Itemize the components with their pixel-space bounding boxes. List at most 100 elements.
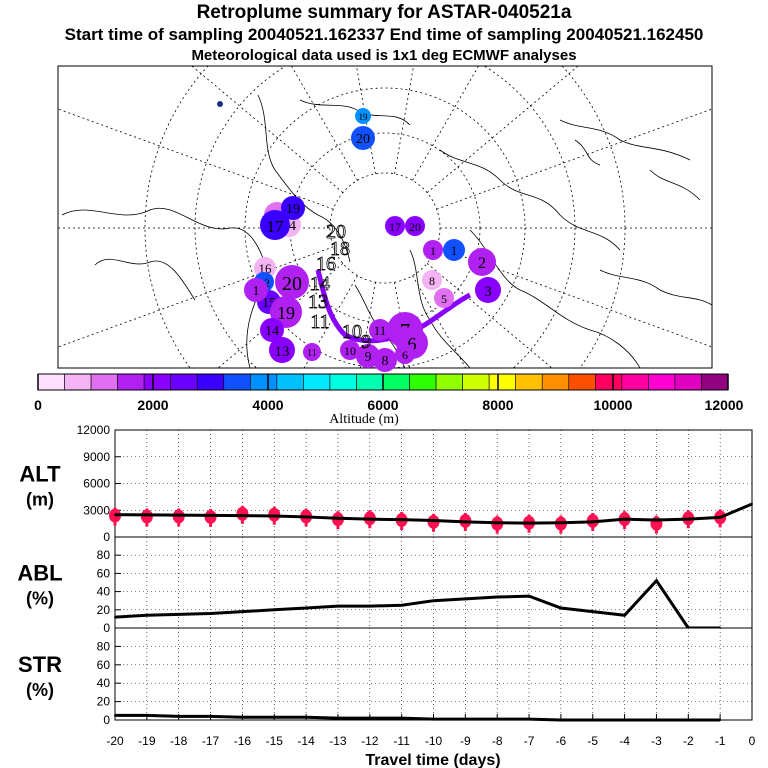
map-marker-dot [281, 196, 305, 220]
map-marker-dot [373, 348, 397, 372]
map-marker-label: 8 [382, 354, 389, 369]
colorbar-cell [382, 373, 410, 391]
series-point [114, 616, 116, 619]
map-marker: 2 [468, 248, 496, 276]
map-marker-label: 11 [307, 348, 317, 359]
map-marker-dot [260, 210, 290, 240]
series-point [719, 516, 722, 519]
x-tick-label: -18 [170, 734, 188, 748]
colorbar-cell [648, 373, 676, 391]
map-marker-label: 1 [451, 243, 458, 258]
series-point [687, 518, 690, 521]
meridian-line [303, 275, 358, 368]
series-point [496, 521, 499, 524]
coastline [94, 258, 196, 301]
colorbar-cell [409, 373, 437, 391]
colorbar-tick-label: 8000 [482, 397, 513, 413]
x-tick-label: -5 [587, 734, 598, 748]
y-axis-label: ALT [19, 462, 61, 487]
series-point [432, 599, 435, 602]
series-point [368, 518, 371, 521]
map-marker-label: 11 [374, 323, 387, 338]
colorbar-cell [674, 373, 702, 391]
colorbar-cell [488, 373, 516, 391]
map-marker: 1 [244, 278, 268, 302]
meridian-line [291, 66, 358, 181]
map-marker: 17 [385, 216, 405, 236]
coastline [559, 119, 691, 161]
y-tick-label: 20 [97, 695, 111, 709]
x-tick-label: -13 [329, 734, 347, 748]
meridian-line [426, 66, 579, 193]
trajectory-day-label: 14 [310, 273, 330, 295]
x-tick-label: -6 [556, 734, 567, 748]
colorbar-tick-label: 6000 [367, 397, 398, 413]
y-tick-label: 6000 [83, 477, 110, 491]
map-marker: 19 [355, 108, 371, 124]
alt-marker [204, 509, 217, 524]
colorbar-cell [170, 373, 198, 391]
y-tick-label: 12000 [77, 423, 111, 437]
panel-alt: 0 3000 6000 9000 12000 ALT (m) [19, 423, 753, 544]
panel-abl: 0 20 40 60 80 ABL (%) [17, 536, 753, 635]
series-point [400, 518, 403, 521]
series-point [114, 513, 116, 516]
map-marker-label: 6 [402, 348, 408, 362]
map-marker-label: 19 [359, 112, 369, 122]
series-point [591, 520, 594, 523]
y-tick-label: 0 [103, 621, 110, 635]
colorbar-tick-label: 2000 [137, 397, 168, 413]
series-point [336, 517, 339, 520]
colorbar-cell [143, 373, 171, 391]
y-tick-label: 60 [97, 658, 111, 672]
map-marker: 20 [405, 216, 425, 236]
map-marker-dot [340, 340, 360, 360]
y-tick-label: 9000 [83, 450, 110, 464]
map-marker-dot [475, 277, 501, 303]
map-marker-label: 8 [429, 274, 435, 288]
panel-str: 0 20 40 60 80 STR (%) [18, 627, 753, 727]
meridian-line [356, 66, 376, 174]
coastline [599, 269, 712, 306]
coastline [649, 169, 701, 201]
map-marker-dot [443, 239, 465, 261]
x-tick-label: -9 [460, 734, 471, 748]
series-point [623, 518, 626, 521]
map-marker: 11 [303, 343, 321, 361]
y-axis-label: STR [18, 652, 62, 677]
altitude-colorbar: 0 2000 4000 6000 8000 10000 12000 Altitude (m) [34, 373, 744, 427]
map-marker-dot [369, 319, 391, 341]
colorbar-tick-label: 10000 [594, 397, 633, 413]
y-axis-unit: (%) [26, 680, 54, 700]
x-tick-label: -11 [393, 734, 410, 748]
y-tick-label: 0 [103, 713, 110, 727]
colorbar-cell [329, 373, 357, 391]
met-data-note: Meteorological data used is 1x1 deg ECMW… [191, 47, 577, 64]
map-marker: 6 [395, 344, 415, 364]
map-marker-label: 6 [408, 334, 417, 354]
x-tick-label: -4 [619, 734, 630, 748]
x-tick-label: -20 [106, 734, 124, 748]
colorbar-cell [90, 373, 118, 391]
series-point [368, 605, 371, 608]
colorbar-cell [250, 373, 278, 391]
y-tick-label: 60 [97, 566, 111, 580]
colorbar-cell [621, 373, 649, 391]
colorbar-cell [435, 373, 463, 391]
series-point [145, 513, 148, 516]
colorbar-tick-label: 4000 [252, 397, 283, 413]
map-marker: 5 [434, 288, 454, 308]
x-tick-label: -1 [715, 734, 726, 748]
x-tick-label: -3 [651, 734, 662, 748]
x-tick-label: -12 [361, 734, 379, 748]
series-line-str [115, 713, 721, 722]
x-tick-label: 0 [749, 734, 756, 748]
x-tick-label: -10 [425, 734, 443, 748]
x-axis-label: Travel time (days) [365, 752, 500, 768]
map-marker-dot [434, 288, 454, 308]
series-point [591, 610, 594, 613]
map-marker-label: 1 [430, 244, 436, 258]
map-marker-label: 19 [286, 202, 300, 217]
map-marker-label: 5 [441, 292, 447, 306]
series-point [528, 595, 531, 598]
